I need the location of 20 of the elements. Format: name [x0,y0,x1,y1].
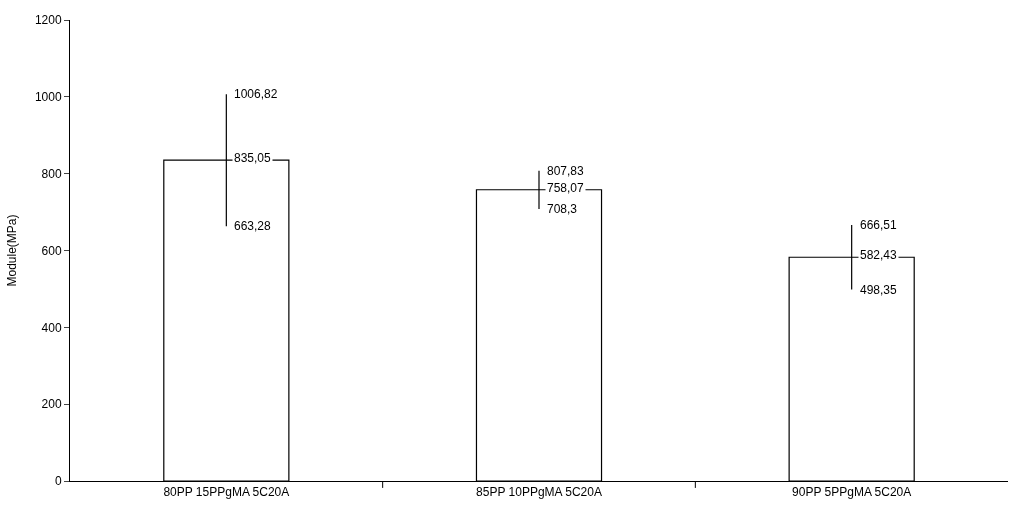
annotation: 708,3 [547,202,578,216]
data-label: 758,07 [547,181,585,195]
y-tick-label: 1000 [34,90,62,105]
y-tick-label: 200 [41,397,62,412]
x-tick-label: 90PP 5PPgMA 5C20A [792,485,912,500]
data-label: 835,05 [234,151,272,165]
y-tick-label: 0 [54,474,62,489]
annotation: 666,51 [860,218,898,232]
annotation: 1006,82 [234,87,278,101]
y-tick-label: 800 [41,166,62,181]
annotation: 807,83 [547,164,585,178]
y-tick-label: 1200 [34,13,62,28]
x-tick-label: 80PP 15PPgMA 5C20A [163,485,290,500]
annotation: 498,35 [860,283,898,297]
annotation: 663,28 [234,219,272,233]
y-axis-title: Module(MPa) [5,214,20,287]
data-label: 582,43 [860,248,898,262]
y-tick-label: 400 [41,320,62,335]
x-tick-label: 85PP 10PPgMA 5C20A [476,485,602,500]
y-tick-label: 600 [41,243,62,258]
